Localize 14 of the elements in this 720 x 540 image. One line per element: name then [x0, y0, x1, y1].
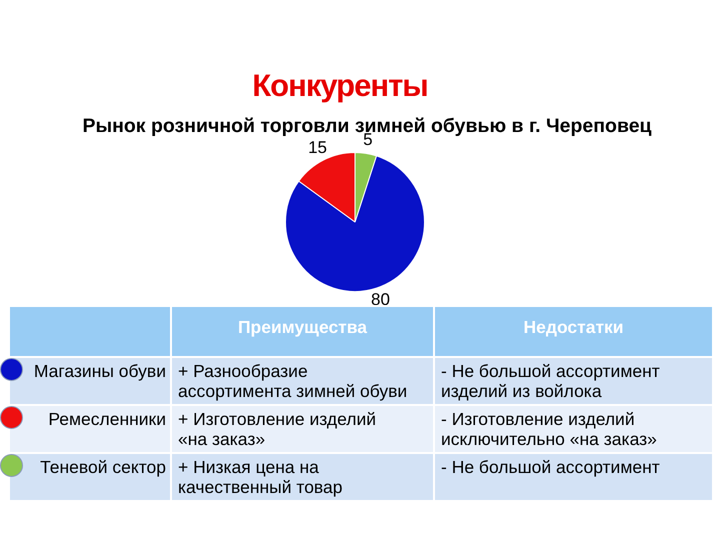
text: - Не большой ассортимент	[434, 453, 713, 501]
text: - Изготовление изделий исключительно «на заказ»	[434, 405, 713, 453]
text: + Низкая цена на качественный товар	[171, 453, 434, 501]
text: - Не большой ассортимент изделий из войлока	[434, 357, 713, 405]
legend-label: Магазины обуви	[9, 357, 171, 405]
text: Недостатки	[434, 306, 713, 357]
text: Преимущества	[238, 317, 368, 337]
legend-label: Ремесленники	[9, 405, 171, 453]
legend-label: Теневой сектор	[9, 453, 171, 501]
chart-title: Конкуренты	[251, 68, 429, 104]
text: + Разнообразие ассортимента зимней обуви	[171, 357, 434, 405]
data-label: 15	[308, 138, 328, 158]
text: + Изготовление изделий «на заказ»	[171, 405, 434, 453]
data-label: 80	[371, 290, 390, 310]
